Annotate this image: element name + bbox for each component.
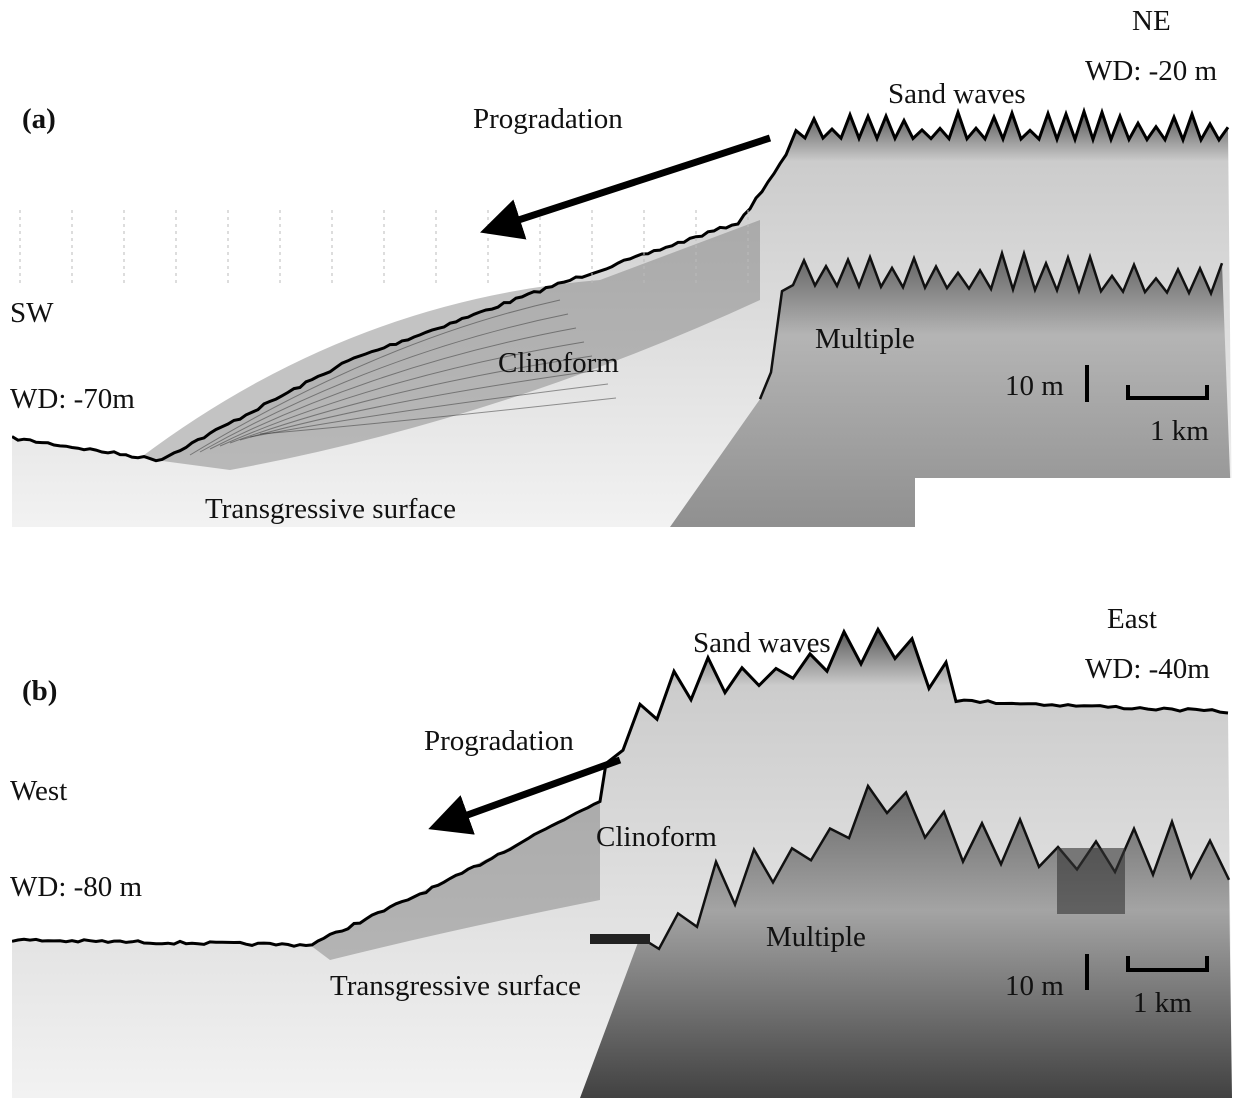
annotation: WD: -80 m (10, 871, 143, 903)
annotation: East (1107, 603, 1157, 635)
annotation: WD: -70m (10, 383, 135, 415)
annotation: 1 km (1133, 987, 1192, 1019)
annotation: SW (10, 297, 54, 329)
annotation: Sand waves (888, 78, 1026, 110)
annotation: WD: -40m (1085, 653, 1210, 685)
blank-area (1233, 0, 1237, 1098)
blank-area (0, 528, 1237, 588)
panel-label: (b) (22, 675, 57, 707)
annotation: Transgressive surface (205, 493, 456, 525)
profiles (0, 0, 1237, 1098)
annotation: West (10, 775, 67, 807)
noise-block (590, 934, 650, 944)
annotation: Multiple (766, 921, 866, 953)
annotation: Clinoform (498, 347, 619, 379)
progradation-arrow (500, 138, 770, 226)
blank-area (0, 0, 12, 1098)
annotation: Multiple (815, 323, 915, 355)
annotation: Progradation (424, 725, 574, 757)
annotation: 1 km (1150, 415, 1209, 447)
annotation: Sand waves (693, 627, 831, 659)
annotation: NE (1132, 5, 1171, 37)
annotation: WD: -20 m (1085, 55, 1218, 87)
noise-block (1057, 848, 1125, 914)
seismic-figure: (a) NE WD: -20 m Sand waves Progradation SW WD… (0, 0, 1237, 1098)
annotation: Progradation (473, 103, 623, 135)
annotation: 10 m (1005, 970, 1064, 1002)
annotation: 10 m (1005, 370, 1064, 402)
panel-label: (a) (22, 103, 56, 135)
annotation: Transgressive surface (330, 970, 581, 1002)
blank-area (915, 478, 1237, 528)
annotation: Clinoform (596, 821, 717, 853)
